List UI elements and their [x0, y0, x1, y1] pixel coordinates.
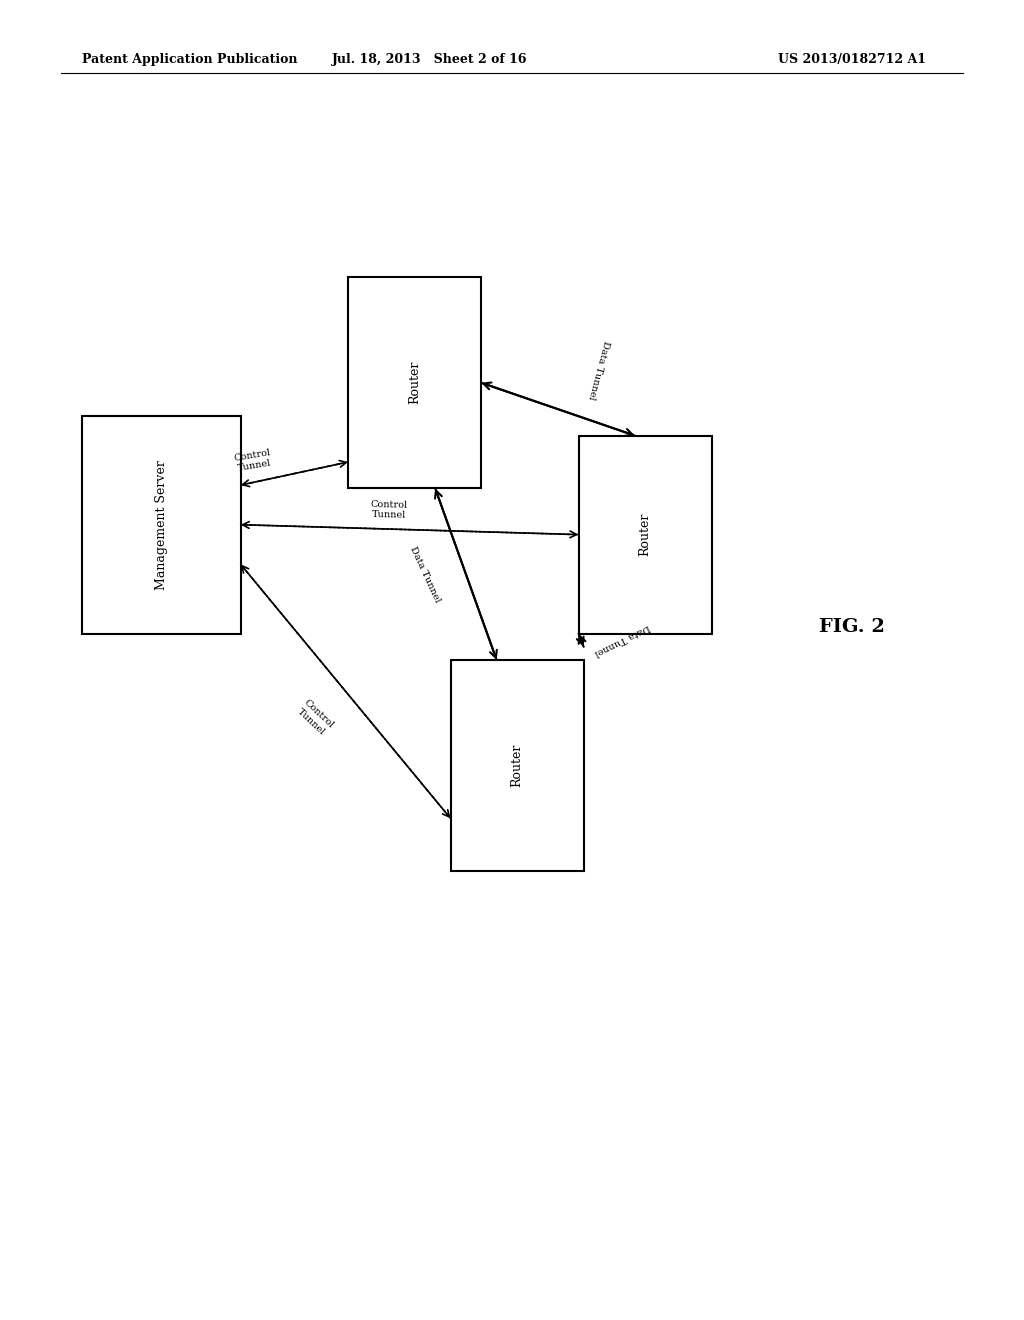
Text: Management Server: Management Server: [155, 459, 168, 590]
Text: Patent Application Publication: Patent Application Publication: [82, 53, 297, 66]
Text: US 2013/0182712 A1: US 2013/0182712 A1: [778, 53, 927, 66]
Text: Control
Tunnel: Control Tunnel: [371, 500, 408, 520]
Text: Data Tunnel: Data Tunnel: [587, 339, 611, 400]
Bar: [82, 416, 241, 634]
Text: FIG. 2: FIG. 2: [819, 618, 885, 636]
Text: Router: Router: [409, 362, 421, 404]
Text: Router: Router: [511, 744, 523, 787]
Bar: [451, 660, 584, 871]
Text: Control
Tunnel: Control Tunnel: [295, 698, 335, 738]
Bar: [348, 277, 481, 488]
Text: Jul. 18, 2013   Sheet 2 of 16: Jul. 18, 2013 Sheet 2 of 16: [333, 53, 527, 66]
Bar: [579, 436, 712, 634]
Text: Data Tunnel: Data Tunnel: [409, 545, 441, 603]
Text: Router: Router: [639, 513, 651, 556]
Text: Data Tunnel: Data Tunnel: [593, 623, 651, 657]
Text: Control
Tunnel: Control Tunnel: [233, 447, 273, 473]
